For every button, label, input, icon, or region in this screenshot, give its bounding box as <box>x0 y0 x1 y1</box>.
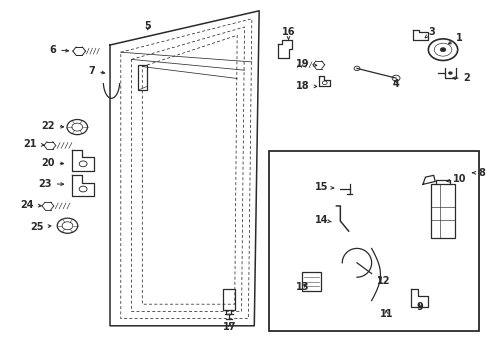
Text: 16: 16 <box>281 27 295 40</box>
Bar <box>302 272 320 291</box>
Text: 14: 14 <box>314 215 331 225</box>
Bar <box>430 184 454 238</box>
Text: 9: 9 <box>415 302 422 312</box>
Circle shape <box>447 72 451 75</box>
Text: 23: 23 <box>38 179 63 189</box>
Text: 18: 18 <box>296 81 316 91</box>
Text: 5: 5 <box>144 21 151 31</box>
Text: 12: 12 <box>376 276 390 286</box>
Bar <box>138 65 147 90</box>
Text: 4: 4 <box>392 78 399 89</box>
Text: 6: 6 <box>49 45 68 55</box>
Text: 7: 7 <box>88 66 104 76</box>
Text: 10: 10 <box>446 174 466 184</box>
Text: 24: 24 <box>20 200 41 210</box>
Text: 1: 1 <box>447 33 462 44</box>
Text: 13: 13 <box>295 282 308 292</box>
Text: 3: 3 <box>425 27 434 38</box>
Bar <box>268 151 478 331</box>
Text: 20: 20 <box>41 158 63 168</box>
Text: 11: 11 <box>379 309 392 319</box>
Text: 8: 8 <box>471 168 484 178</box>
Text: 2: 2 <box>452 73 469 83</box>
Text: 22: 22 <box>41 121 63 131</box>
Text: 15: 15 <box>314 182 333 192</box>
Text: 21: 21 <box>23 139 44 149</box>
Text: 17: 17 <box>223 322 236 332</box>
Text: 25: 25 <box>30 222 51 232</box>
Text: 19: 19 <box>296 59 316 69</box>
Circle shape <box>439 48 445 52</box>
Bar <box>223 289 234 310</box>
